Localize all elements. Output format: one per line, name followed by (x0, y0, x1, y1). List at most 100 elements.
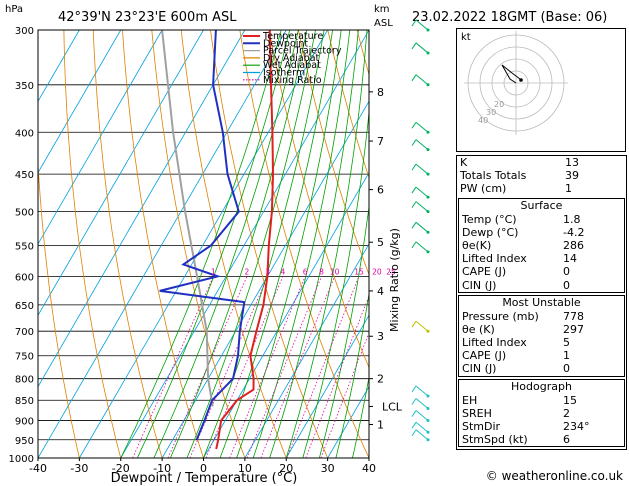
mixing-ratio-label: 4 (281, 267, 286, 276)
pressure-tick-label: 800 (15, 375, 34, 386)
wind-barb (415, 410, 429, 421)
index-value: -4.2 (563, 225, 585, 239)
index-row: CIN (J) 0 (459, 279, 624, 292)
km-tick-label: 4 (377, 285, 384, 298)
wind-barb-flag (411, 421, 417, 429)
wind-barb (415, 139, 429, 150)
index-label: StmDir (462, 420, 501, 433)
x-tick-label: 0 (200, 462, 207, 475)
mixing-ratio-line (320, 331, 369, 458)
datetime-title: 23.02.2022 18GMT (Base: 06) (412, 10, 607, 25)
km-tick-label: 7 (377, 135, 384, 148)
dry-adiabat-line (122, 30, 204, 458)
hodograph-ring-label: 30 (486, 108, 496, 117)
wind-barb-flag (411, 19, 417, 27)
dry-adiabat-line (38, 157, 80, 458)
wind-barb-flag (411, 222, 417, 229)
legend-entry: Temperature (262, 31, 323, 42)
temperature-line (215, 30, 275, 450)
isotherm-line (161, 100, 369, 458)
pressure-tick-label: 750 (15, 352, 34, 363)
wind-barb (415, 221, 429, 233)
wind-barb (415, 398, 429, 409)
index-label: Pressure (mb) (462, 309, 539, 323)
km-tick-label: 6 (377, 184, 384, 197)
km-tick-label: 8 (377, 86, 384, 99)
dry-adiabat-line (63, 30, 122, 458)
hodograph-trace (501, 64, 521, 84)
asl-label: ASL (374, 18, 393, 29)
pressure-tick-label: 850 (15, 396, 34, 407)
isotherm-line (285, 314, 369, 458)
mixing-ratio-line (132, 276, 214, 458)
lcl-label: LCL (382, 400, 403, 413)
km-label: km (374, 4, 390, 15)
most-unstable-box: Most Unstable Pressure (mb) 778 θe (K) 297 L… (458, 294, 625, 377)
dry-adiabat-line (239, 30, 369, 458)
wind-barb-flag (411, 241, 417, 249)
isotherm-line (38, 30, 246, 388)
index-row: θe (K) 297 (459, 323, 624, 336)
wind-barb-flag (411, 139, 417, 146)
header: hPa 42°39'N 23°23'E 600m ASL km ASL 23.0… (5, 4, 607, 29)
pressure-tick-label: 650 (15, 301, 34, 312)
wind-barb (415, 429, 429, 441)
wind-barb (415, 74, 429, 86)
index-label: Lifted Index (462, 336, 527, 350)
index-label: CAPE (J) (462, 265, 507, 279)
index-row: SREH 2 (459, 407, 624, 420)
index-row: CAPE (J) 1 (459, 349, 624, 362)
isotherm-line (38, 30, 287, 458)
wind-barb-dot (426, 172, 430, 176)
mixing-ratio-label: 25 (386, 267, 396, 276)
wind-barb-flag (411, 320, 417, 328)
wind-barb-flag (411, 429, 417, 437)
legend-entry: Parcel Trajectory (263, 46, 342, 57)
index-value: 297 (563, 322, 584, 336)
index-label: Temp (°C) (462, 212, 517, 226)
wind-barb (415, 241, 429, 253)
hodograph-ring-label: 20 (494, 100, 504, 109)
x-tick-label: 20 (279, 462, 293, 475)
index-value: 778 (563, 309, 584, 323)
storm-motion-marker (519, 78, 523, 82)
x-tick-label: -10 (153, 462, 171, 475)
wind-barb-dot (426, 394, 430, 398)
legend-entry: Mixing Ratio (263, 75, 322, 86)
legend-entry: Wet Adiabat (263, 60, 321, 71)
dry-adiabat-line (151, 30, 246, 458)
wet-adiabat-line (319, 203, 369, 458)
mixing-ratio-label: 2 (245, 267, 250, 276)
index-row: θe(K) 286 (459, 239, 624, 252)
isotherm-line (120, 30, 369, 458)
index-label: Lifted Index (462, 252, 527, 266)
location-title: 42°39'N 23°23'E 600m ASL (58, 10, 237, 25)
legend-entry: Isotherm (263, 68, 305, 79)
pressure-tick-label: 950 (15, 436, 34, 447)
wind-barb-flag (411, 385, 417, 393)
index-label: Dewp (°C) (462, 225, 519, 239)
x-tick-label: -30 (70, 462, 88, 475)
mixing-ratio-line (305, 295, 369, 458)
wind-barb-flag (411, 410, 417, 417)
mixing-ratio-label: 1 (211, 267, 216, 276)
index-label: CIN (J) (462, 362, 497, 376)
index-value: 6 (563, 433, 570, 447)
wind-barb-dot (426, 419, 430, 423)
index-value: 2 (563, 406, 570, 420)
pressure-tick-label: 700 (15, 327, 34, 338)
pressure-tick-label: 400 (15, 128, 34, 139)
pressure-tick-label: 1000 (9, 454, 34, 465)
index-row: Temp (°C) 1.8 (459, 213, 624, 226)
index-label: StmSpd (kt) (462, 433, 528, 447)
index-row: CAPE (J) 0 (459, 265, 624, 278)
wind-barb-dot (426, 250, 430, 254)
pressure-tick-label: 450 (15, 170, 34, 181)
wind-barb-dot (426, 148, 430, 152)
wind-barb-flag (411, 74, 417, 82)
wind-barb-dot (426, 28, 430, 32)
surface-box: Surface Temp (°C) 1.8 Dewp (°C) -4.2 θe(K) 28… (458, 197, 625, 293)
pressure-tick-label: 350 (15, 81, 34, 92)
wind-barb-dot (426, 130, 430, 134)
